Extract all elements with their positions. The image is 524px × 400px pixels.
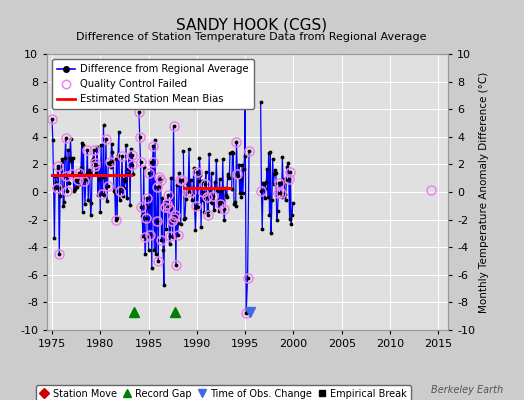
Text: Difference of Station Temperature Data from Regional Average: Difference of Station Temperature Data f… xyxy=(77,32,427,42)
Y-axis label: Monthly Temperature Anomaly Difference (°C): Monthly Temperature Anomaly Difference (… xyxy=(479,71,489,313)
Legend: Station Move, Record Gap, Time of Obs. Change, Empirical Break: Station Move, Record Gap, Time of Obs. C… xyxy=(36,385,411,400)
Text: Berkeley Earth: Berkeley Earth xyxy=(431,385,503,395)
Text: SANDY HOOK (CGS): SANDY HOOK (CGS) xyxy=(176,18,327,33)
